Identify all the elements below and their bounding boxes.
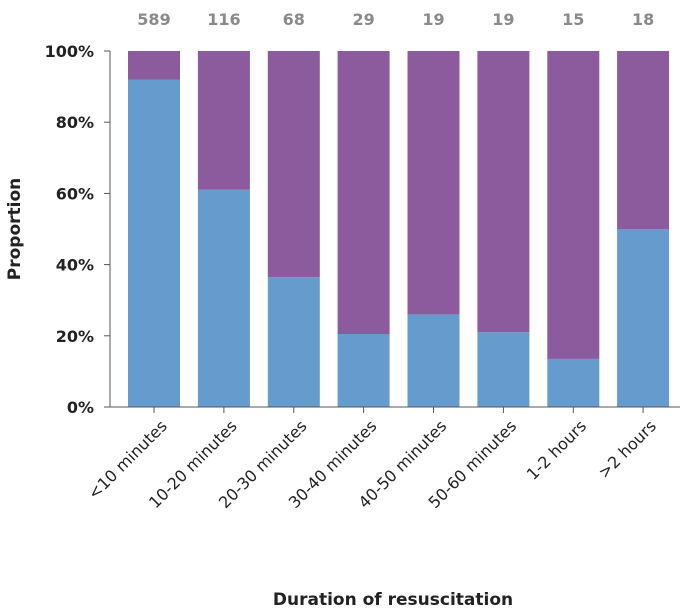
bar-segment-2-5	[407, 51, 460, 315]
bar-segment-1-3	[267, 277, 320, 407]
bar-segment-2-6	[477, 51, 530, 333]
bar-segment-1-7	[547, 358, 600, 407]
category-label-7: 1-2 hours	[523, 416, 590, 483]
bar-segment-1-5	[407, 314, 460, 407]
count-label-2: 116	[207, 10, 240, 29]
y-tick-label-1: 0%	[67, 398, 94, 417]
bar-segment-1-6	[477, 332, 530, 407]
bar-segment-2-2	[197, 51, 250, 190]
bar-segment-1-2	[197, 189, 250, 407]
category-label-8: >2 hours	[594, 416, 660, 482]
bar-segment-2-7	[547, 51, 600, 359]
y-tick-label-2: 20%	[56, 327, 94, 346]
y-tick-label-4: 60%	[56, 184, 94, 203]
x-axis-title: Duration of resuscitation	[273, 590, 513, 610]
count-label-1: 589	[137, 10, 170, 29]
bar-segment-2-1	[128, 51, 180, 80]
y-tick-label-6: 100%	[45, 42, 94, 61]
bar-segment-2-3	[267, 51, 320, 278]
bar-segment-1-4	[337, 334, 390, 407]
y-axis-title: Proportion	[5, 178, 25, 281]
count-label-5: 19	[422, 10, 444, 29]
bar-segment-2-4	[337, 51, 390, 334]
count-label-3: 68	[283, 10, 305, 29]
bar-segment-1-8	[617, 229, 670, 407]
count-label-8: 18	[632, 10, 654, 29]
bars-group	[128, 51, 670, 407]
count-labels-group: 589 116 68 29 19 19 15 18	[137, 10, 654, 29]
count-label-7: 15	[562, 10, 584, 29]
bar-segment-1-1	[128, 79, 180, 407]
count-label-6: 19	[492, 10, 514, 29]
count-label-4: 29	[352, 10, 374, 29]
y-tick-label-3: 40%	[56, 256, 94, 275]
bar-segment-2-8	[617, 51, 670, 229]
y-axis: 0% 20% 40% 60% 80% 100%	[45, 42, 111, 417]
y-tick-label-5: 80%	[56, 113, 94, 132]
